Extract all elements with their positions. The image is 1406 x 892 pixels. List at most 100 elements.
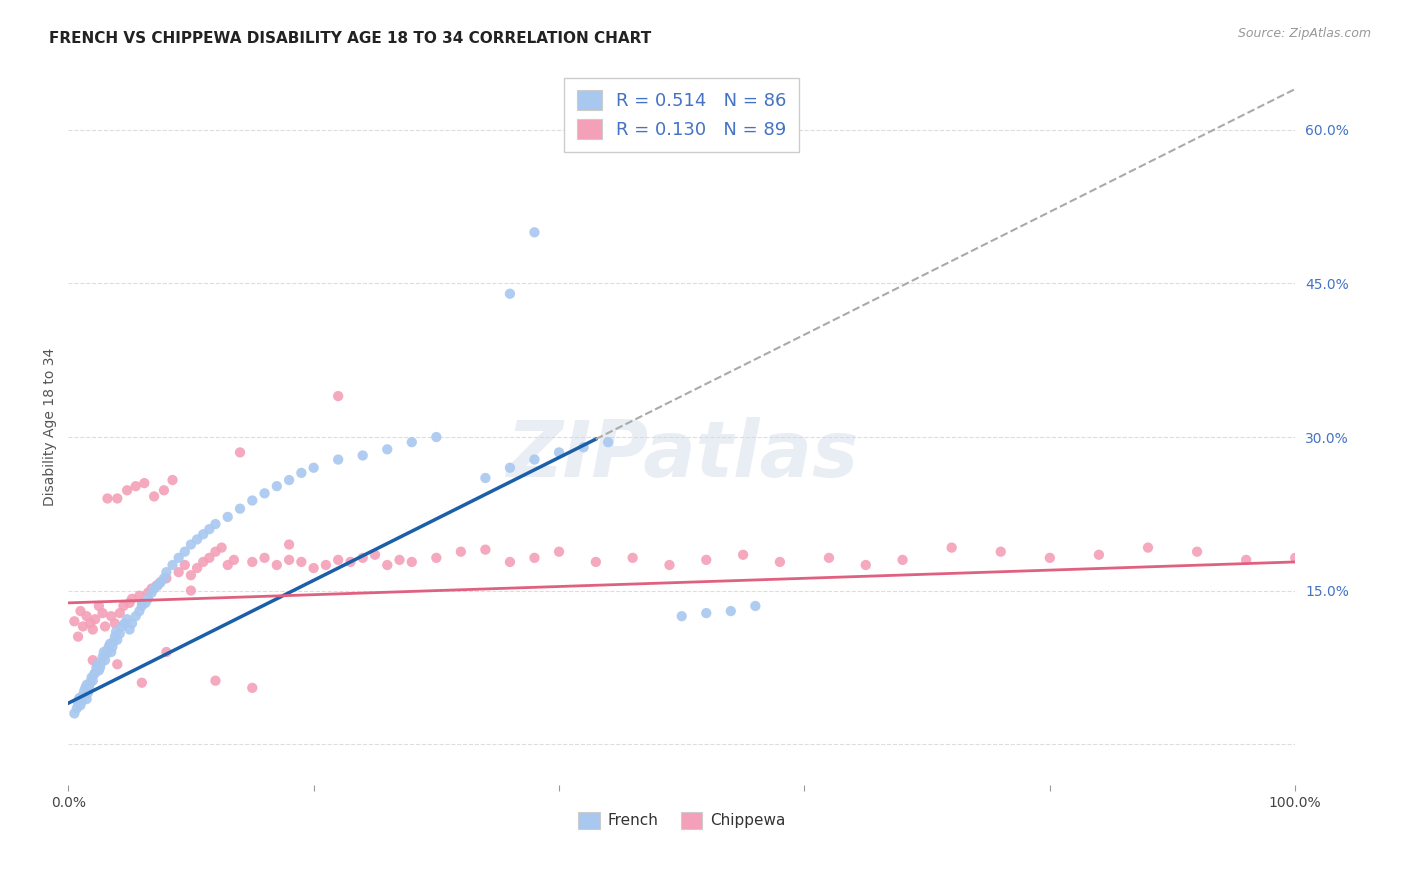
Point bbox=[598, 435, 620, 450]
Point bbox=[136, 585, 159, 599]
Point bbox=[253, 550, 276, 565]
Point bbox=[339, 555, 361, 569]
Point bbox=[75, 681, 97, 695]
Point bbox=[141, 582, 163, 596]
Point bbox=[100, 645, 122, 659]
Point bbox=[105, 657, 128, 672]
Point bbox=[118, 596, 141, 610]
Point bbox=[93, 645, 115, 659]
Point bbox=[77, 681, 100, 695]
Point bbox=[108, 606, 131, 620]
Point bbox=[96, 643, 118, 657]
Point bbox=[941, 541, 963, 555]
Point bbox=[401, 555, 423, 569]
Point bbox=[86, 657, 108, 672]
Point bbox=[69, 604, 91, 618]
Point bbox=[149, 575, 172, 590]
Point bbox=[67, 691, 90, 706]
Point bbox=[204, 673, 226, 688]
Point bbox=[548, 445, 571, 459]
Point bbox=[180, 583, 202, 598]
Point bbox=[131, 596, 153, 610]
Point bbox=[695, 606, 717, 620]
Point bbox=[128, 589, 150, 603]
Point bbox=[72, 619, 94, 633]
Point bbox=[315, 558, 337, 572]
Point bbox=[63, 706, 86, 721]
Point bbox=[86, 660, 108, 674]
Point bbox=[1136, 541, 1159, 555]
Point bbox=[891, 553, 914, 567]
Point bbox=[328, 553, 350, 567]
Point bbox=[97, 640, 120, 654]
Point bbox=[131, 675, 153, 690]
Point bbox=[76, 678, 98, 692]
Point bbox=[146, 578, 169, 592]
Point bbox=[425, 430, 447, 444]
Point bbox=[79, 675, 101, 690]
Point bbox=[76, 686, 98, 700]
Point bbox=[162, 473, 184, 487]
Point bbox=[240, 681, 263, 695]
Point bbox=[131, 599, 153, 613]
Point bbox=[66, 701, 89, 715]
Point bbox=[167, 550, 190, 565]
Point bbox=[217, 558, 239, 572]
Point bbox=[87, 664, 110, 678]
Point bbox=[499, 460, 522, 475]
Point bbox=[114, 616, 136, 631]
Point bbox=[121, 591, 143, 606]
Point bbox=[523, 550, 546, 565]
Y-axis label: Disability Age 18 to 34: Disability Age 18 to 34 bbox=[44, 348, 58, 506]
Text: ZIPatlas: ZIPatlas bbox=[506, 417, 858, 493]
Point bbox=[474, 542, 496, 557]
Point bbox=[621, 550, 644, 565]
Legend: French, Chippewa: French, Chippewa bbox=[572, 805, 792, 835]
Point bbox=[186, 561, 208, 575]
Point bbox=[112, 599, 135, 613]
Point bbox=[103, 634, 125, 648]
Point bbox=[105, 491, 128, 506]
Point bbox=[105, 632, 128, 647]
Point bbox=[290, 466, 312, 480]
Point bbox=[375, 558, 398, 572]
Point bbox=[167, 565, 190, 579]
Point bbox=[499, 286, 522, 301]
Text: FRENCH VS CHIPPEWA DISABILITY AGE 18 TO 34 CORRELATION CHART: FRENCH VS CHIPPEWA DISABILITY AGE 18 TO … bbox=[49, 31, 651, 46]
Point bbox=[111, 619, 134, 633]
Point bbox=[96, 647, 118, 661]
Point bbox=[135, 596, 157, 610]
Point bbox=[548, 544, 571, 558]
Point bbox=[302, 460, 325, 475]
Point bbox=[104, 630, 127, 644]
Point bbox=[136, 591, 159, 606]
Point bbox=[67, 630, 90, 644]
Point bbox=[217, 509, 239, 524]
Point bbox=[658, 558, 681, 572]
Point bbox=[76, 692, 98, 706]
Point bbox=[229, 445, 252, 459]
Point bbox=[204, 517, 226, 532]
Point bbox=[125, 609, 148, 624]
Point bbox=[290, 555, 312, 569]
Point bbox=[180, 568, 202, 582]
Point bbox=[364, 548, 387, 562]
Point bbox=[153, 571, 176, 585]
Point bbox=[328, 452, 350, 467]
Point bbox=[118, 623, 141, 637]
Point bbox=[375, 442, 398, 457]
Point bbox=[94, 619, 117, 633]
Point bbox=[145, 578, 167, 592]
Point bbox=[104, 616, 127, 631]
Point bbox=[134, 476, 156, 491]
Text: Source: ZipAtlas.com: Source: ZipAtlas.com bbox=[1237, 27, 1371, 40]
Point bbox=[162, 558, 184, 572]
Point bbox=[253, 486, 276, 500]
Point bbox=[173, 544, 195, 558]
Point bbox=[328, 389, 350, 403]
Point bbox=[101, 640, 124, 654]
Point bbox=[193, 555, 215, 569]
Point bbox=[198, 550, 221, 565]
Point bbox=[94, 653, 117, 667]
Point bbox=[266, 479, 288, 493]
